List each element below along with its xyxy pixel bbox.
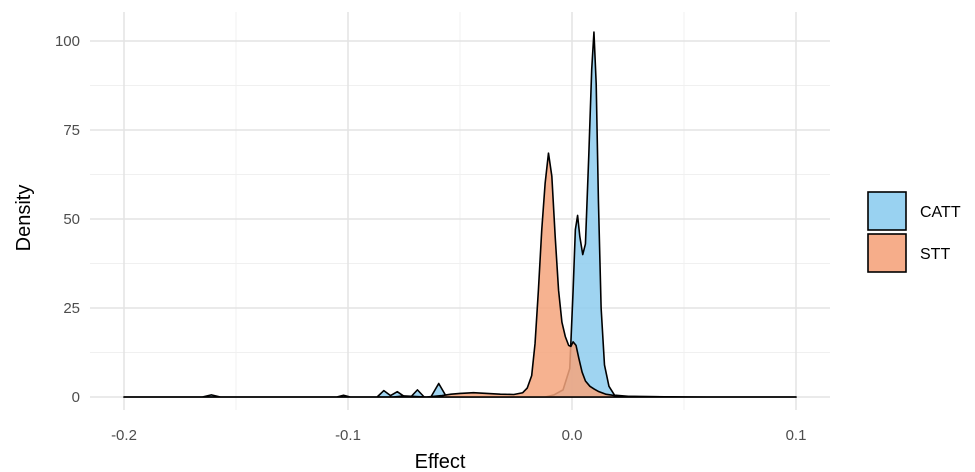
y-axis-title: Density bbox=[13, 185, 35, 252]
y-tick-label: 100 bbox=[55, 33, 80, 50]
y-axis-ticks: 0 25 50 75 100 bbox=[55, 33, 80, 406]
x-tick-label: 0.1 bbox=[786, 427, 807, 444]
legend-label-stt: STT bbox=[920, 246, 950, 263]
x-tick-label: -0.1 bbox=[335, 427, 361, 444]
y-tick-label: 75 bbox=[63, 122, 80, 139]
legend-key-catt bbox=[867, 191, 907, 231]
y-tick-label: 50 bbox=[63, 211, 80, 228]
x-axis-ticks: -0.2 -0.1 0.0 0.1 bbox=[111, 427, 806, 444]
y-tick-label: 0 bbox=[72, 389, 80, 406]
x-tick-label: 0.0 bbox=[562, 427, 583, 444]
x-tick-label: -0.2 bbox=[111, 427, 137, 444]
density-area-stt bbox=[123, 152, 797, 398]
grid bbox=[90, 12, 830, 410]
legend: CATT STT bbox=[867, 191, 961, 273]
legend-label-catt: CATT bbox=[920, 204, 961, 221]
legend-key-stt bbox=[867, 233, 907, 273]
x-axis-title: Effect bbox=[415, 451, 466, 472]
y-tick-label: 25 bbox=[63, 300, 80, 317]
plot-area bbox=[123, 31, 797, 398]
